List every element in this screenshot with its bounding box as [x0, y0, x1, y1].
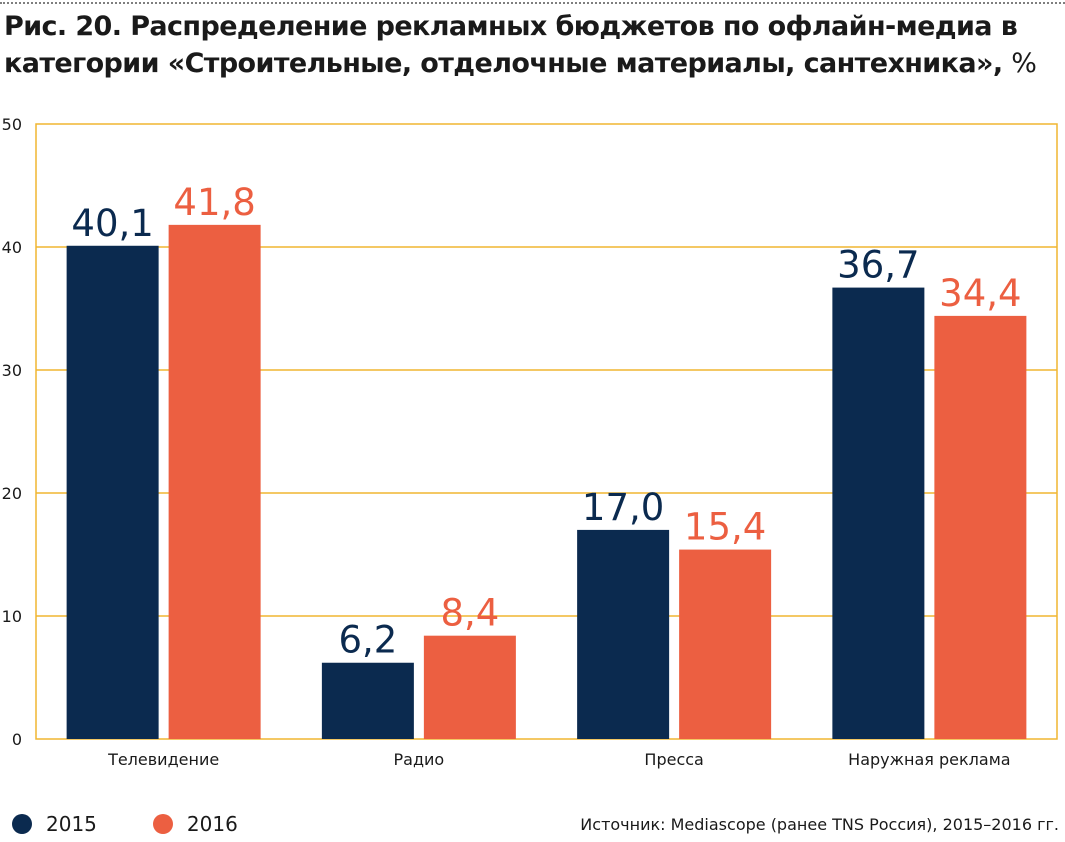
y-tick-label-0: 0 [12, 730, 22, 749]
source-note: Источник: Mediascope (ранее TNS Россия),… [580, 815, 1059, 834]
data-label-2015-0: 40,1 [71, 202, 153, 245]
y-tick-label-40: 40 [2, 238, 22, 257]
legend-item-2016: 2016 [152, 812, 238, 836]
legend-label-2015: 2015 [46, 812, 97, 836]
bar-2016-1 [423, 635, 516, 739]
bar-2016-2 [679, 549, 772, 739]
data-label-2016-3: 34,4 [939, 272, 1021, 315]
x-tick-label-3: Наружная реклама [848, 750, 1010, 769]
chart-title: Рис. 20. Распределение рекламных бюджето… [4, 8, 1062, 82]
bar-2015-2 [577, 529, 670, 739]
y-tick-label-10: 10 [2, 607, 22, 626]
top-dotted-rule [0, 2, 1065, 4]
legend-label-2016: 2016 [186, 812, 238, 836]
data-label-2016-2: 15,4 [684, 506, 766, 549]
bar-2016-0 [168, 224, 261, 740]
data-label-2015-2: 17,0 [582, 486, 664, 529]
bar-2016-3 [934, 315, 1027, 739]
data-label-2015-3: 36,7 [837, 244, 919, 287]
x-tick-label-0: Телевидение [107, 750, 219, 769]
bar-2015-0 [66, 245, 159, 739]
x-tick-label-2: Пресса [644, 750, 703, 769]
y-tick-label-30: 30 [2, 361, 22, 380]
legend: 2015 2016 [12, 811, 294, 837]
bar-2015-3 [832, 287, 925, 739]
legend-item-2015: 2015 [12, 812, 97, 836]
data-label-2016-0: 41,8 [173, 181, 255, 224]
bar-chart: 0 10 20 30 40 50 40,1 41,8 Телевидение 6,2 8,4 Ради… [2, 115, 1058, 769]
y-tick-label-50: 50 [2, 115, 22, 134]
plot-frame [35, 123, 1058, 740]
chart-title-unit: % [1011, 48, 1037, 79]
legend-dot-2015 [12, 814, 32, 834]
chart-title-text: Рис. 20. Распределение рекламных бюджето… [4, 11, 1018, 79]
data-label-2015-1: 6,2 [338, 619, 397, 662]
bar-2015-1 [321, 662, 414, 739]
data-label-2016-1: 8,4 [440, 592, 499, 635]
y-tick-label-20: 20 [2, 484, 22, 503]
legend-dot-2016 [152, 814, 173, 834]
x-tick-label-1: Радио [394, 750, 445, 769]
